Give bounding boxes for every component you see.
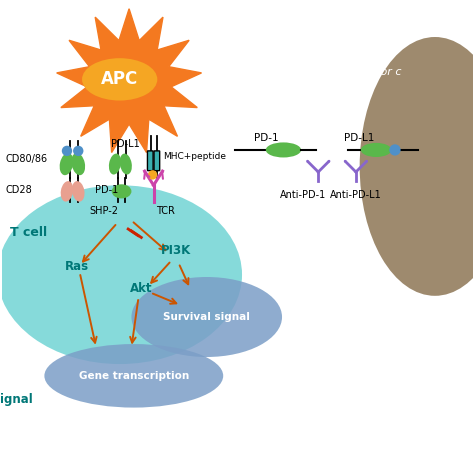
Text: PI3K: PI3K — [161, 244, 191, 257]
Text: PD-L1: PD-L1 — [345, 133, 375, 143]
Ellipse shape — [306, 160, 309, 163]
Text: Akt: Akt — [129, 282, 152, 295]
Ellipse shape — [344, 160, 346, 163]
Text: Tumor c: Tumor c — [357, 67, 402, 77]
Ellipse shape — [82, 58, 157, 100]
Ellipse shape — [73, 146, 83, 156]
Text: ignal: ignal — [0, 393, 32, 406]
Text: Survival signal: Survival signal — [164, 312, 250, 322]
Text: CD80/86: CD80/86 — [6, 155, 48, 164]
Text: Anti-PD-1: Anti-PD-1 — [280, 190, 326, 200]
Ellipse shape — [61, 181, 73, 201]
Ellipse shape — [360, 37, 474, 296]
Ellipse shape — [266, 142, 301, 157]
Ellipse shape — [0, 185, 242, 364]
Text: Ras: Ras — [65, 260, 90, 273]
Ellipse shape — [148, 170, 157, 180]
Ellipse shape — [389, 144, 401, 155]
Ellipse shape — [109, 154, 121, 174]
Ellipse shape — [72, 181, 84, 201]
Ellipse shape — [60, 153, 73, 175]
Ellipse shape — [328, 160, 330, 163]
Text: Gene transcription: Gene transcription — [79, 371, 189, 381]
Ellipse shape — [45, 344, 223, 408]
Text: TCR: TCR — [156, 206, 175, 217]
Text: CD28: CD28 — [6, 185, 33, 195]
Text: T cell: T cell — [10, 226, 47, 239]
Ellipse shape — [62, 146, 72, 156]
Ellipse shape — [72, 153, 85, 175]
FancyBboxPatch shape — [154, 151, 160, 171]
Ellipse shape — [361, 143, 392, 157]
Text: SHP-2: SHP-2 — [89, 206, 118, 216]
Polygon shape — [57, 9, 201, 153]
Text: PD-L1: PD-L1 — [111, 139, 140, 149]
Ellipse shape — [131, 277, 282, 357]
Text: PD-1: PD-1 — [95, 185, 118, 195]
Ellipse shape — [365, 160, 368, 163]
Ellipse shape — [112, 184, 131, 199]
FancyBboxPatch shape — [147, 151, 153, 171]
Text: APC: APC — [101, 70, 138, 88]
Text: PD-1: PD-1 — [254, 133, 279, 143]
Ellipse shape — [120, 154, 132, 174]
Text: MHC+peptide: MHC+peptide — [163, 152, 226, 161]
Text: Anti-PD-L1: Anti-PD-L1 — [330, 190, 382, 200]
